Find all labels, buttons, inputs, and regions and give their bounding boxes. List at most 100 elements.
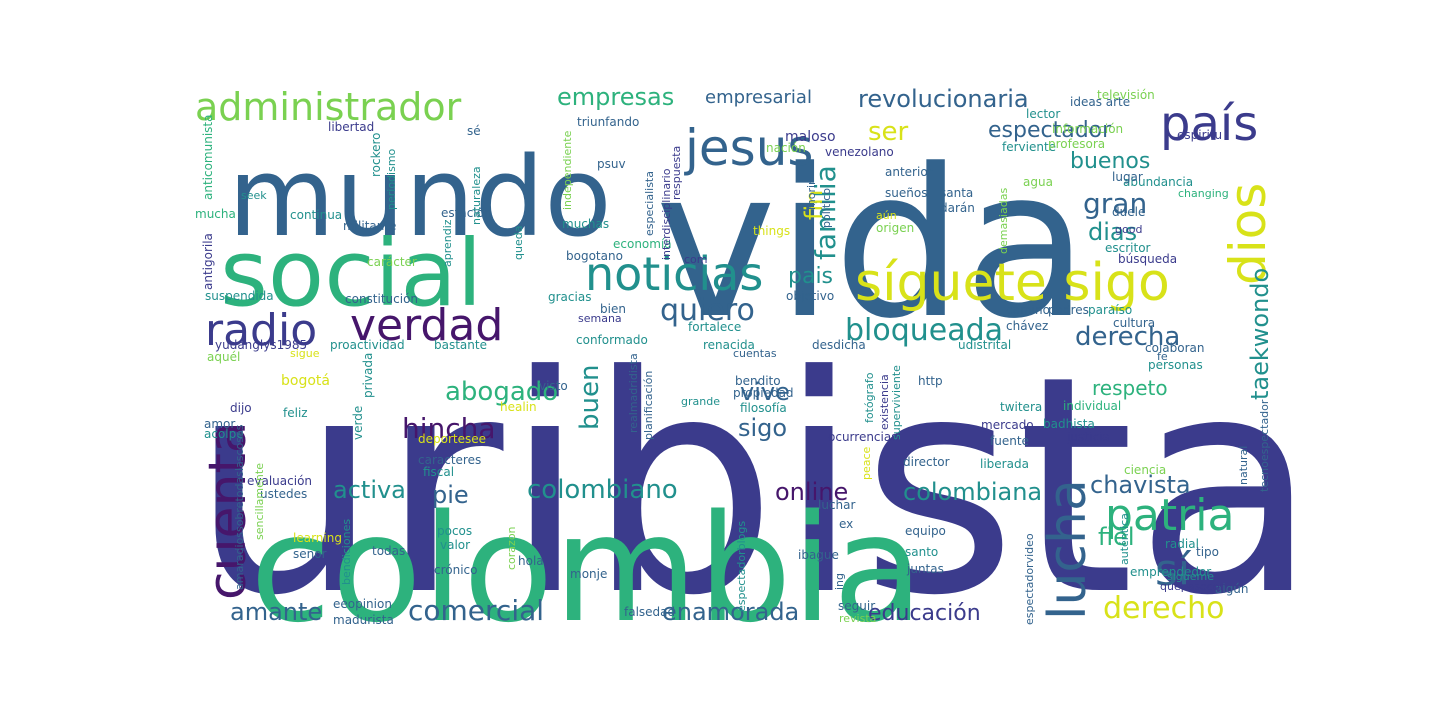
word-libertad: libertad [328, 120, 374, 134]
word-pocos: pocos [437, 524, 472, 538]
word-realmadridista: realmadridista [627, 353, 640, 433]
word-ocurrencias: ocurrencias [828, 430, 897, 444]
word-paraíso: paraíso [1088, 303, 1132, 317]
word-social: social [220, 220, 482, 327]
word-aquél: aquél [207, 350, 240, 364]
word-com: com [684, 253, 708, 266]
word-sueños: sueños [885, 186, 927, 200]
word-espectadorblogs: espectadorblogs [735, 521, 748, 612]
word-país: país [1160, 96, 1258, 152]
word-fin: fin [800, 190, 828, 220]
word-healin: healin [500, 400, 537, 414]
word-superviviente: superviviente [890, 365, 903, 440]
word-camino: camino [1006, 303, 1050, 317]
word-evaluación: evaluación [247, 474, 312, 488]
word-feliz: feliz [283, 406, 308, 420]
word-sencillamente: sencillamente [253, 463, 266, 540]
word-búsqueda: búsqueda [1118, 252, 1177, 266]
word-sí: sí [1155, 545, 1192, 596]
word-pais: pais [788, 264, 833, 289]
word-maloso: maloso [785, 129, 836, 145]
word-respuesta: respuesta [670, 146, 683, 200]
word-educación: educación [868, 601, 981, 626]
word-empresarial: empresarial [705, 87, 812, 108]
word-espectador: espectador [988, 118, 1112, 143]
word-sé: sé [467, 124, 481, 138]
word-vida: vida [655, 126, 1089, 364]
word-estación: estación [441, 206, 492, 220]
word-comercial: comercial [408, 594, 544, 627]
word-eeopinion: eeopinion [333, 597, 392, 611]
word-amaradiossobretodaslascosas: amaradiossobretodaslascosas [233, 424, 246, 590]
word-político: político [820, 188, 833, 228]
word-semana: semana [578, 312, 622, 325]
word-peace: peace [860, 446, 873, 480]
word-economía: economía [613, 237, 672, 251]
word-morir: morir [805, 180, 818, 210]
word-bendito: bendito [735, 374, 781, 388]
word-monje: monje [570, 567, 607, 581]
word-algún: algún [1215, 582, 1249, 596]
word-emprendedor: emprendedor [1130, 565, 1211, 579]
word-continua: continua [290, 208, 342, 222]
word-queda: queda [512, 226, 525, 260]
word-renacida: renacida [703, 338, 755, 352]
word-individual: individual [1063, 399, 1121, 413]
word-empresas: empresas [557, 83, 674, 111]
word-demasiadas: demasiadas [997, 188, 1010, 254]
word-existencia: existencia [878, 374, 891, 430]
word-agua: agua [1023, 175, 1053, 189]
word-personas: personas [1148, 358, 1203, 372]
word-colombiano: colombiano [527, 475, 678, 505]
word-amante: amante [230, 598, 322, 626]
word-enamorada: enamorada [662, 598, 799, 626]
word-director: director [903, 455, 950, 469]
word-visto: visto [539, 379, 568, 393]
word-hola: hola [518, 554, 544, 568]
word-things: things [753, 224, 790, 238]
word-escritor: escritor [1105, 241, 1151, 255]
word-amor: amor [204, 417, 235, 431]
word-cuentas: cuentas [733, 347, 777, 360]
word-ideas-arte: ideas arte [1070, 95, 1130, 109]
word-bogotá: bogotá [281, 373, 330, 389]
word-santo: santo [905, 545, 938, 559]
word-colombia: colombia [250, 483, 924, 655]
word-mucha: mucha [195, 207, 236, 221]
word-quepasocon: quepasocon [1160, 580, 1227, 593]
word-udistrital: udistrital [958, 338, 1011, 352]
word-proactividad: proactividad [330, 338, 405, 352]
word-antigorila: antigorila [201, 233, 215, 290]
word-badhista: badhista [1043, 417, 1095, 431]
word-conformado: conformado [576, 333, 648, 347]
word-aprendiz: aprendiz [441, 219, 454, 267]
word-abogado: abogado [445, 377, 558, 407]
word-todas: todas [372, 544, 405, 558]
word-seguir: seguir [838, 599, 875, 613]
word-taekwondo: taekwondo [1246, 268, 1274, 400]
word-información: información [1052, 122, 1123, 136]
word-ex: ex [839, 517, 853, 531]
word-rockero: rockero [369, 132, 383, 177]
word-periodismo: periodismo [385, 148, 398, 210]
word-falsedad: falsedad [624, 605, 675, 619]
word-bogotano: bogotano [566, 249, 623, 263]
word-constitución: constitución [345, 292, 418, 306]
word-especialista: especialista [643, 171, 656, 236]
word-bendiciones: bendiciones [340, 519, 353, 585]
word-colombiana: colombiana [903, 478, 1042, 506]
word-corazon: corazon [505, 526, 518, 570]
word-fortalece: fortalece [688, 320, 741, 334]
word-valor: valor [440, 538, 470, 552]
word-padres: padres [1048, 303, 1089, 317]
word-sígueme: sígueme [1167, 570, 1214, 583]
word-venezolano: venezolano [825, 145, 894, 159]
word-auténtica: auténtica [1118, 513, 1131, 565]
word-dias: dias [1088, 218, 1137, 246]
word-origen: origen [876, 221, 914, 235]
word-tecnoespectador: tecnoespectador [1258, 399, 1271, 492]
word-good: good [1115, 223, 1142, 236]
word-lugar: lugar [1112, 170, 1143, 184]
word-grande: grande [681, 395, 720, 408]
